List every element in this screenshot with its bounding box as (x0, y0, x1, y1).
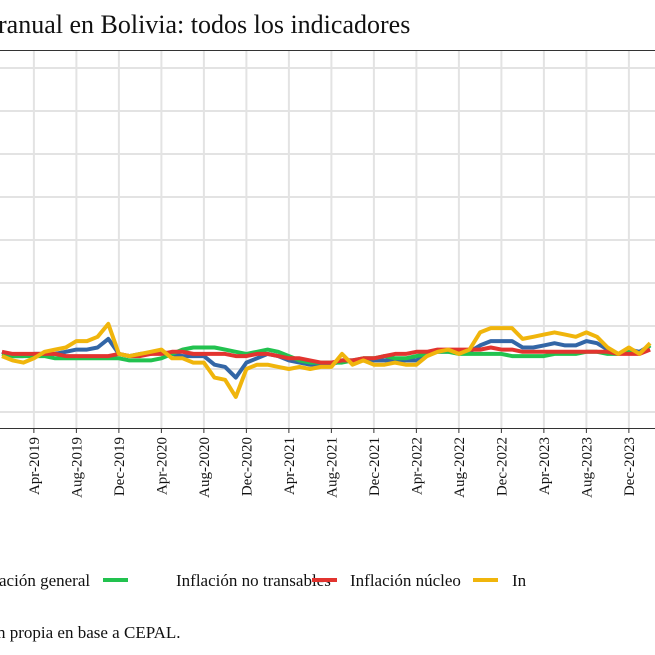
x-tick-label: Aug-2019 (69, 437, 85, 498)
series-lines (1, 321, 652, 399)
legend-label-nucleo: Inflación núcleo (350, 571, 461, 590)
x-tick-label: Dec-2021 (367, 437, 383, 496)
x-tick-label: Apr-2020 (154, 437, 170, 495)
x-tick-label: Aug-2021 (324, 437, 340, 498)
legend-label-no-transables: Inflación no transables (176, 571, 331, 590)
x-tick-label: Apr-2023 (537, 437, 553, 495)
x-tick-label: Apr-2022 (409, 437, 425, 495)
x-tick-label: Dec-2019 (112, 437, 128, 496)
x-tick-label: Aug-2023 (579, 437, 595, 498)
series-line-4 (1, 321, 652, 399)
legend-label-general: ación general (0, 571, 90, 590)
series-line-1 (1, 336, 652, 380)
legend-label-4: In (512, 571, 527, 590)
legend: ación general Inflación no transables In… (0, 571, 527, 590)
x-tick-label: Dec-2022 (494, 437, 510, 496)
x-tick-label: Aug-2020 (197, 437, 213, 498)
x-tick-label: Dec-2023 (622, 437, 638, 496)
x-tick-label: Dec-2020 (239, 437, 255, 496)
x-axis-ticks: Apr-2019 Aug-2019 Dec-2019 Apr-2020 Aug-2020… (27, 428, 638, 498)
grid (0, 51, 655, 428)
chart-title: ranual en Bolivia: todos los indicadores (0, 10, 410, 39)
series-line-3 (1, 345, 651, 365)
x-tick-label: Apr-2021 (282, 437, 298, 495)
x-tick-label: Aug-2022 (452, 437, 468, 498)
x-tick-label: Apr-2019 (27, 437, 43, 495)
chart-caption: n propia en base a CEPAL. (0, 623, 181, 642)
